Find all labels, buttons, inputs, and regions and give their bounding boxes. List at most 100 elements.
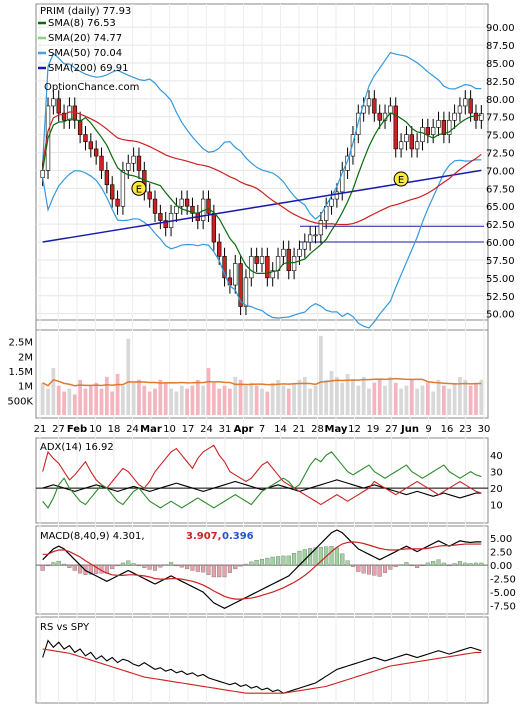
volume-bar bbox=[351, 379, 355, 415]
volume-bar bbox=[222, 385, 227, 415]
price-ytick-label: 60.00 bbox=[486, 238, 515, 249]
x-tick-label: 27 bbox=[52, 424, 65, 435]
x-tick-label: Jun bbox=[400, 424, 419, 435]
price-ytick-label: 85.00 bbox=[486, 59, 515, 70]
x-tick-label: 18 bbox=[108, 424, 121, 435]
volume-bar bbox=[335, 376, 339, 415]
volume-bar bbox=[249, 382, 254, 415]
macd-histogram-bar bbox=[420, 564, 425, 567]
volume-bar bbox=[318, 335, 323, 415]
candle-up bbox=[329, 198, 334, 207]
macd-histogram-bar bbox=[350, 564, 355, 567]
earnings-marker-label: E bbox=[398, 175, 404, 186]
price-ytick-label: 80.00 bbox=[486, 95, 515, 106]
macd-ytick-label: 2.50 bbox=[490, 548, 512, 559]
candle-up bbox=[404, 134, 409, 143]
volume-bar bbox=[345, 373, 350, 415]
volume-bar bbox=[158, 379, 163, 415]
candle-up bbox=[40, 170, 45, 178]
volume-bar bbox=[62, 391, 66, 415]
volume-bar bbox=[356, 385, 361, 415]
macd-histogram-bar bbox=[393, 564, 398, 567]
x-tick-label: 21 bbox=[34, 424, 47, 435]
candle-up bbox=[479, 113, 484, 121]
volume-bar bbox=[40, 382, 45, 415]
macd-histogram-bar bbox=[201, 564, 206, 573]
candle-down bbox=[222, 256, 227, 279]
volume-bar bbox=[388, 376, 393, 415]
volume-bar bbox=[174, 391, 179, 415]
volume-bar bbox=[367, 388, 371, 415]
volume-bar bbox=[228, 388, 232, 415]
candle-up bbox=[179, 198, 184, 207]
volume-bar bbox=[206, 368, 211, 415]
adx-title: ADX(14) 16.92 bbox=[40, 442, 114, 453]
volume-bar bbox=[211, 382, 216, 415]
volume-bar bbox=[46, 388, 50, 415]
x-tick-label: 24 bbox=[126, 424, 139, 435]
candle-down bbox=[377, 112, 382, 121]
volume-bar bbox=[372, 382, 377, 415]
volume-bar bbox=[292, 382, 296, 415]
candle-down bbox=[184, 198, 190, 207]
candle-down bbox=[254, 256, 259, 264]
macd-histogram-bar bbox=[281, 555, 286, 566]
price-ytick-label: 87.50 bbox=[486, 41, 515, 52]
volume-bar bbox=[153, 388, 157, 415]
macd-ytick-label: -7.50 bbox=[490, 602, 516, 613]
macd-histogram-bar bbox=[436, 559, 441, 566]
macd-histogram-bar bbox=[270, 556, 275, 566]
macd-histogram-bar bbox=[468, 563, 473, 566]
macd-histogram-bar bbox=[115, 564, 120, 567]
candle-up bbox=[414, 141, 420, 150]
candle-up bbox=[174, 205, 179, 214]
x-tick-label: May bbox=[325, 424, 348, 435]
macd-histogram-bar bbox=[276, 556, 281, 566]
candle-up bbox=[457, 105, 463, 114]
volume-bar bbox=[425, 382, 430, 415]
legend-label: SMA(200) 69.91 bbox=[48, 63, 129, 74]
macd-histogram-bar bbox=[254, 560, 259, 566]
watermark: OptionChance.com bbox=[44, 82, 139, 93]
price-ytick-label: 67.50 bbox=[486, 184, 515, 195]
volume-bar bbox=[238, 379, 243, 415]
volume-bar bbox=[147, 391, 152, 415]
candle-up bbox=[259, 256, 265, 264]
macd-histogram-bar bbox=[302, 549, 307, 566]
x-tick-label: 10 bbox=[89, 424, 102, 435]
macd-histogram-bar bbox=[383, 564, 388, 573]
adx-ytick-label: 10 bbox=[490, 501, 503, 512]
candle-up bbox=[388, 105, 393, 114]
volume-bar bbox=[142, 385, 147, 415]
x-tick-label: 27 bbox=[385, 424, 398, 435]
macd-histogram-bar bbox=[457, 561, 462, 566]
candle-down bbox=[77, 119, 83, 135]
macd-histogram-bar bbox=[431, 561, 436, 566]
macd-histogram-bar bbox=[147, 564, 152, 570]
volume-bar bbox=[121, 385, 125, 415]
volume-bar bbox=[302, 376, 307, 415]
candle-down bbox=[147, 191, 152, 200]
candle-down bbox=[372, 98, 377, 114]
candle-up bbox=[249, 256, 254, 279]
candle-up bbox=[307, 234, 313, 243]
candle-up bbox=[463, 98, 468, 107]
legend-label: SMA(8) 76.53 bbox=[48, 18, 116, 29]
volume-bar bbox=[276, 379, 280, 415]
candle-down bbox=[265, 256, 270, 279]
volume-bar bbox=[83, 388, 88, 415]
x-tick-label: 10 bbox=[163, 424, 176, 435]
macd-ytick-label: 0.00 bbox=[490, 561, 512, 572]
macd-histogram-bar bbox=[110, 564, 115, 570]
price-ytick-label: 72.50 bbox=[486, 149, 515, 160]
volume-bar bbox=[126, 338, 131, 415]
candle-down bbox=[99, 155, 104, 171]
sma8-line bbox=[42, 112, 482, 274]
candle-down bbox=[190, 205, 195, 214]
price-ytick-label: 55.00 bbox=[486, 274, 515, 285]
volume-bar bbox=[169, 388, 173, 415]
macd-histogram-bar bbox=[238, 564, 243, 567]
volume-bar bbox=[244, 385, 248, 415]
macd-histogram-bar bbox=[334, 547, 339, 566]
candle-up bbox=[243, 277, 249, 307]
